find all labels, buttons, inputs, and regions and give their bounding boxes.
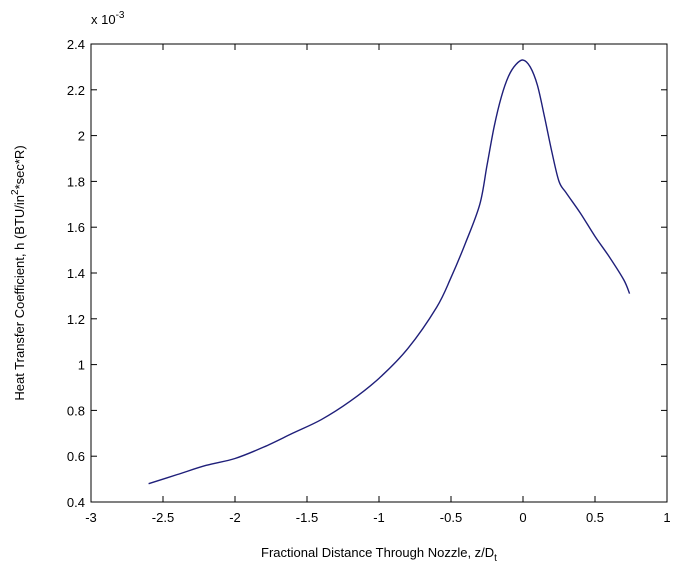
x-tick-label: -2.5 — [152, 510, 174, 525]
x-tick-label: -2 — [229, 510, 241, 525]
y-tick-label: 0.6 — [67, 449, 85, 464]
y-tick-label: 1.6 — [67, 220, 85, 235]
x-tick-label: -0.5 — [440, 510, 462, 525]
y-tick-label: 1.8 — [67, 174, 85, 189]
x-tick-label: 0 — [519, 510, 526, 525]
y-tick-label: 2 — [78, 129, 85, 144]
y-axis-label: Heat Transfer Coefficient, h (BTU/in2*se… — [10, 145, 27, 400]
y-tick-label: 0.4 — [67, 495, 85, 510]
y-axis-ticks: 0.4 0.6 0.8 1 1.2 1.4 1.6 1.8 2 2.2 2.4 — [67, 37, 667, 510]
x-axis-ticks: -3 -2.5 -2 -1.5 -1 -0.5 0 0.5 1 — [85, 44, 671, 525]
x-tick-label: 0.5 — [586, 510, 604, 525]
plot-area — [90, 43, 668, 503]
y-tick-label: 1.2 — [67, 312, 85, 327]
y-tick-label: 1 — [78, 358, 85, 373]
x-tick-label: -3 — [85, 510, 97, 525]
series-line — [148, 59, 631, 485]
y-tick-label: 1.4 — [67, 266, 85, 281]
x-tick-label: -1.5 — [296, 510, 318, 525]
x-tick-label: 1 — [663, 510, 670, 525]
x-axis-label: Fractional Distance Through Nozzle, z/Dt — [261, 545, 497, 564]
y-multiplier-label: x 10-3 — [91, 10, 125, 27]
y-tick-label: 0.8 — [67, 403, 85, 418]
x-tick-label: -1 — [373, 510, 385, 525]
y-tick-label: 2.4 — [67, 37, 85, 52]
y-tick-label: 2.2 — [67, 83, 85, 98]
